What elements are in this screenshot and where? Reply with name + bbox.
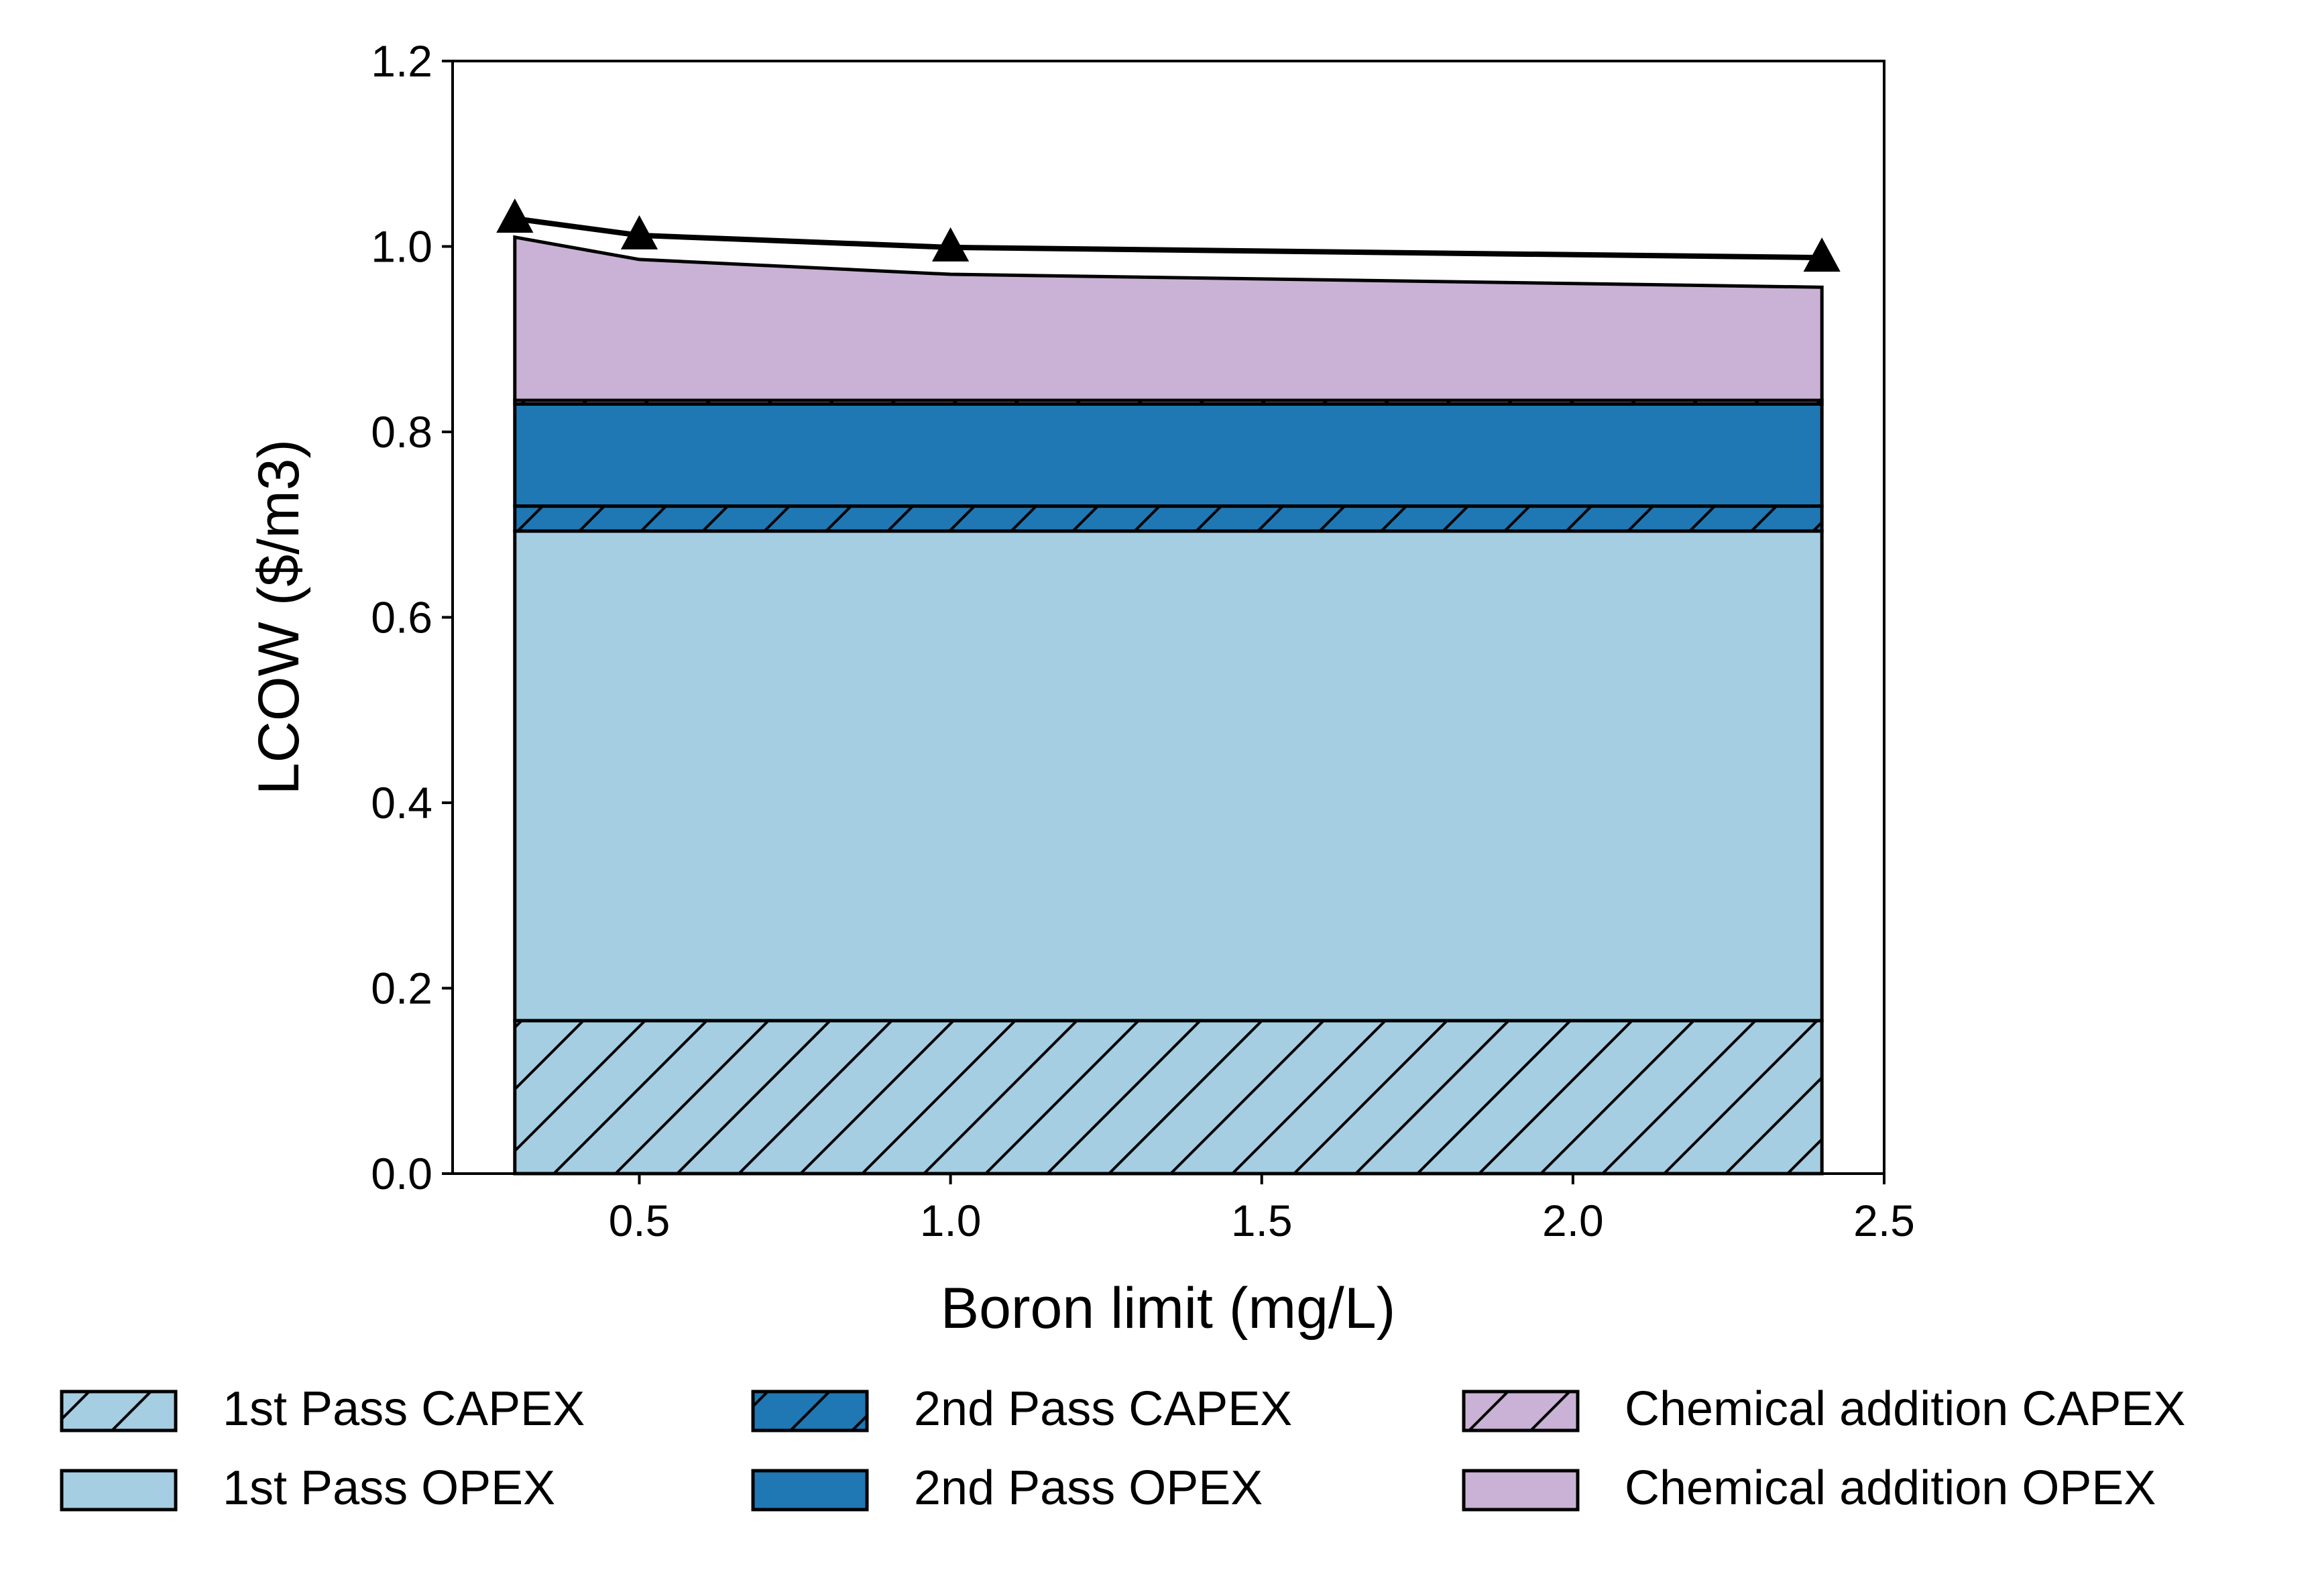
legend-swatch-border — [60, 1469, 178, 1512]
1st-pass-opex-area — [514, 530, 1822, 1021]
legend-item-2nd-pass-opex: 2nd Pass OPEX — [751, 1461, 1263, 1515]
y-tick-label: 0.2 — [371, 964, 432, 1013]
x-tick-label: 1.5 — [1231, 1196, 1293, 1245]
2nd-pass-opex-area — [514, 404, 1822, 506]
legend-label: 1st Pass CAPEX — [223, 1382, 585, 1436]
legend-swatch-hatch — [1464, 1392, 1578, 1430]
total-lcow-line — [514, 216, 1822, 261]
total-marker — [932, 227, 970, 262]
y-tick-label: 0.0 — [371, 1149, 432, 1198]
1st-pass-capex-hatch — [514, 1020, 1822, 1174]
legend-swatch-border — [60, 1390, 178, 1432]
total-marker — [496, 199, 534, 233]
stacked-areas — [513, 235, 1824, 1176]
legend-item-chemical-addition-capex: Chemical addition CAPEX — [1462, 1382, 2185, 1436]
legend-swatch — [753, 1471, 867, 1510]
legend-swatch — [62, 1471, 176, 1510]
legend-swatch-hatch — [62, 1392, 176, 1430]
total-marker — [620, 215, 658, 249]
x-tick-label: 0.5 — [609, 1196, 671, 1245]
legend-label: 2nd Pass OPEX — [914, 1461, 1263, 1515]
x-tick-label: 1.0 — [920, 1196, 982, 1245]
legend-item-2nd-pass-capex: 2nd Pass CAPEX — [751, 1382, 1292, 1436]
x-tick-label: 2.5 — [1853, 1196, 1915, 1245]
legend-item-1st-pass-capex: 1st Pass CAPEX — [60, 1382, 585, 1436]
legend-swatch-border — [1462, 1390, 1580, 1432]
legend-swatch-border — [1462, 1469, 1580, 1512]
legend-swatch-border — [751, 1469, 869, 1512]
legend-item-1st-pass-opex: 1st Pass OPEX — [60, 1461, 555, 1515]
total-marker — [1803, 237, 1841, 272]
y-tick-label: 0.6 — [371, 593, 432, 642]
legend-swatch-hatch — [753, 1392, 867, 1430]
x-axis-label: Boron limit (mg/L) — [941, 1276, 1396, 1341]
y-tick-label: 0.8 — [371, 407, 432, 457]
legend-label: 2nd Pass CAPEX — [914, 1382, 1292, 1436]
legend-label: Chemical addition OPEX — [1625, 1461, 2156, 1515]
legend: 1st Pass CAPEX 1st Pass OPEX 2nd Pass CAPE… — [60, 1382, 2185, 1515]
y-axis-label: LCOW ($/m3) — [247, 439, 311, 795]
2nd-pass-capex-hatch — [514, 506, 1822, 531]
legend-swatch — [1464, 1471, 1578, 1510]
chemical-addition-opex-area — [514, 237, 1822, 400]
y-tick-label: 1.0 — [371, 222, 432, 272]
y-tick-label: 0.4 — [371, 778, 432, 828]
legend-label: Chemical addition CAPEX — [1625, 1382, 2185, 1436]
total-line-group — [496, 199, 1841, 272]
legend-swatch-border — [751, 1390, 869, 1432]
x-tick-label: 2.0 — [1542, 1196, 1604, 1245]
y-axis-ticks: 0.0 0.2 0.4 0.6 0.8 1.0 1.2 — [371, 36, 453, 1198]
x-axis-ticks: 0.5 1.0 1.5 2.0 2.5 — [609, 1174, 1915, 1245]
legend-label: 1st Pass OPEX — [223, 1461, 555, 1515]
chemical-addition-opex-outline — [513, 235, 1824, 402]
legend-item-chemical-addition-opex: Chemical addition OPEX — [1462, 1461, 2156, 1515]
y-tick-label: 1.2 — [371, 36, 432, 86]
